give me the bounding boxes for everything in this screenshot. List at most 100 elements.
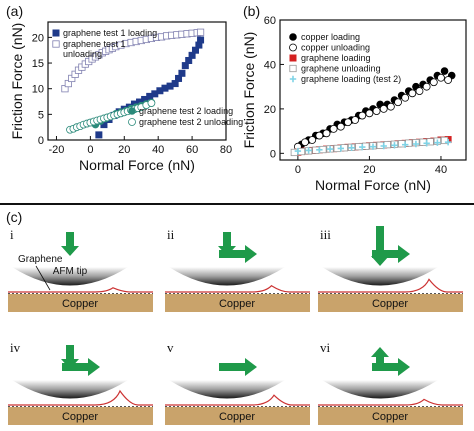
data-point bbox=[197, 36, 205, 44]
series-1 bbox=[293, 73, 453, 151]
data-point bbox=[358, 111, 367, 120]
data-point bbox=[440, 67, 449, 75]
step-label: iv bbox=[10, 340, 21, 355]
down-arrow-icon bbox=[371, 226, 389, 266]
data-point bbox=[379, 104, 388, 113]
data-point bbox=[444, 139, 452, 146]
data-point bbox=[386, 102, 395, 111]
copper-label: Copper bbox=[219, 411, 255, 423]
right-arrow-icon bbox=[219, 358, 257, 376]
data-point bbox=[372, 107, 381, 116]
data-point bbox=[294, 147, 302, 155]
legend-label: graphene unloading bbox=[301, 64, 381, 74]
data-point bbox=[429, 78, 438, 87]
copper-block bbox=[318, 294, 463, 312]
y-tick-label: 20 bbox=[264, 104, 276, 116]
x-tick-label: 20 bbox=[118, 144, 130, 156]
data-point bbox=[351, 116, 360, 124]
afm-tip bbox=[12, 267, 128, 286]
chart-a-ticks: -20 0 20 40 60 80 0 5 10 15 20 bbox=[32, 32, 232, 156]
legend-marker bbox=[52, 40, 60, 48]
x-tick-label: -20 bbox=[49, 144, 65, 156]
legend-label: copper loading bbox=[301, 32, 360, 42]
step-label: v bbox=[167, 340, 174, 355]
data-point bbox=[419, 138, 427, 146]
y-tick-label: 60 bbox=[264, 15, 276, 27]
data-point bbox=[422, 82, 431, 91]
data-point bbox=[398, 140, 406, 148]
chart-a-xlabel: Normal Force (nN) bbox=[79, 157, 195, 173]
copper-label: Copper bbox=[62, 411, 98, 423]
y-tick-label: 20 bbox=[32, 32, 44, 44]
graphene-label: Graphene bbox=[18, 254, 63, 265]
chart-b-ylabel: Friction Force (nN) bbox=[241, 32, 257, 149]
copper-label: Copper bbox=[62, 298, 98, 310]
chart-b-frame bbox=[279, 19, 467, 161]
copper-block bbox=[165, 407, 310, 425]
graphene-pointer bbox=[35, 265, 51, 291]
legend-marker bbox=[289, 43, 297, 52]
step-iii: iii Copper bbox=[318, 226, 463, 312]
x-tick-label: 0 bbox=[295, 164, 301, 176]
data-point bbox=[415, 87, 424, 96]
graphene-sheet bbox=[318, 398, 463, 406]
data-point bbox=[322, 129, 331, 138]
data-point bbox=[348, 144, 355, 151]
legend-marker bbox=[289, 54, 297, 62]
data-point bbox=[394, 98, 402, 107]
legend-marker bbox=[289, 64, 297, 73]
step-vi: vi Copper bbox=[318, 340, 463, 425]
data-point bbox=[326, 145, 334, 153]
data-point bbox=[401, 141, 409, 148]
down-arrow-icon bbox=[61, 232, 79, 256]
x-tick-label: 0 bbox=[87, 144, 93, 156]
data-point bbox=[336, 122, 345, 131]
data-point bbox=[408, 89, 417, 98]
step-label: ii bbox=[167, 227, 175, 242]
data-point bbox=[391, 142, 398, 149]
data-point bbox=[401, 93, 410, 102]
afm-tip bbox=[169, 380, 285, 399]
chart-a: -20 0 20 40 60 80 0 5 10 15 20 Normal Force (nN) F… bbox=[9, 21, 243, 173]
afm-tip bbox=[322, 380, 438, 399]
step-iv: iv Copper bbox=[8, 340, 153, 425]
data-point bbox=[316, 146, 323, 153]
data-point bbox=[337, 145, 345, 152]
data-point bbox=[344, 118, 352, 127]
legend-label: unloading bbox=[63, 49, 102, 59]
step-label: iii bbox=[320, 227, 331, 242]
data-point bbox=[423, 140, 430, 147]
graphene-sheet bbox=[8, 287, 153, 293]
data-point bbox=[359, 143, 366, 151]
legend-marker bbox=[289, 33, 297, 41]
y-tick-label: 15 bbox=[32, 58, 44, 70]
chart-b: 0 20 40 0 20 40 60 Normal Force (nN) Friction … bbox=[241, 15, 467, 193]
graphene-sheet bbox=[165, 394, 310, 406]
chart-b-ticks: 0 20 40 0 20 40 60 bbox=[264, 15, 447, 176]
y-tick-label: 5 bbox=[38, 109, 44, 121]
data-point bbox=[95, 131, 103, 139]
x-tick-label: 80 bbox=[220, 144, 232, 156]
legend-label: graphene test 1 loading bbox=[63, 28, 157, 38]
copper-label: Copper bbox=[372, 298, 408, 310]
data-point bbox=[178, 69, 186, 77]
x-tick-label: 40 bbox=[152, 144, 164, 156]
step-v: v Copper bbox=[165, 340, 310, 425]
data-point bbox=[196, 28, 205, 36]
right-arrow-icon bbox=[372, 245, 410, 263]
y-tick-label: 40 bbox=[264, 59, 276, 71]
legend-marker bbox=[128, 118, 136, 126]
up-arrow-icon bbox=[371, 347, 389, 367]
chart-a-ylabel: Friction Force (nN) bbox=[9, 23, 25, 140]
copper-block bbox=[8, 294, 153, 312]
afm-tip-label: AFM tip bbox=[53, 266, 88, 277]
legend-label: graphene loading (test 2) bbox=[301, 74, 401, 84]
afm-tip bbox=[322, 267, 438, 286]
legend-marker bbox=[52, 29, 60, 37]
graphene-sheet bbox=[165, 284, 310, 293]
panel-label-a: (a) bbox=[6, 3, 23, 19]
